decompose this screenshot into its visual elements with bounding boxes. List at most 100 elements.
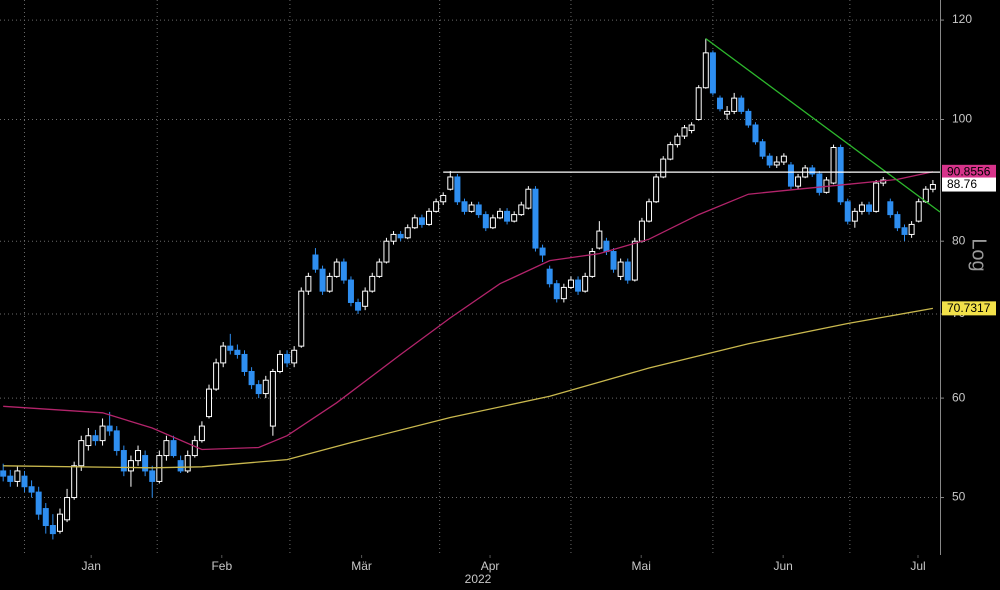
candle-body xyxy=(518,204,525,216)
candle-body xyxy=(369,275,376,292)
candle-body xyxy=(64,497,71,521)
candle-body xyxy=(866,204,873,212)
candle-body xyxy=(873,182,880,212)
candle-body xyxy=(163,440,170,457)
candle-body xyxy=(716,97,723,110)
candle-body xyxy=(276,353,283,372)
candle-body xyxy=(99,425,106,442)
candle-body xyxy=(475,204,482,216)
candle-body xyxy=(418,217,425,225)
candle-body xyxy=(454,176,461,203)
candle-body xyxy=(184,455,191,472)
candle-body xyxy=(489,217,496,229)
candle-body xyxy=(695,87,702,121)
candle-body xyxy=(837,146,844,203)
candle-body xyxy=(78,440,85,467)
candle-body xyxy=(113,430,120,452)
x-tick-label: Mai xyxy=(632,559,651,573)
candle-body xyxy=(702,52,709,89)
candle-body xyxy=(638,220,645,242)
candle-body xyxy=(851,210,858,222)
candle-body xyxy=(482,214,489,229)
candle-body xyxy=(56,513,63,532)
candle-body xyxy=(468,204,475,212)
candle-body xyxy=(0,470,7,477)
candle-body xyxy=(901,227,908,235)
candle-body xyxy=(724,110,731,115)
candle-body xyxy=(170,440,177,457)
last-price-tag: 88.76 xyxy=(947,177,977,191)
candle-body xyxy=(355,301,362,311)
candle-body xyxy=(198,425,205,442)
candle-body xyxy=(262,379,269,395)
candle-body xyxy=(383,240,390,263)
candle-body xyxy=(7,475,14,482)
candle-body xyxy=(255,384,262,395)
candle-body xyxy=(85,435,92,447)
candle-body xyxy=(206,388,213,418)
candle-body xyxy=(213,362,220,390)
grid-layer xyxy=(0,0,940,555)
candle-body xyxy=(809,167,816,175)
candle-body xyxy=(660,158,667,178)
candle-body xyxy=(42,508,49,527)
candle-body xyxy=(177,460,184,472)
candle-body xyxy=(149,470,156,482)
candle-body xyxy=(397,233,404,239)
candle-body xyxy=(575,279,582,292)
candle-body xyxy=(532,188,539,249)
candle-body xyxy=(120,450,127,472)
candle-body xyxy=(49,525,56,535)
candle-body xyxy=(504,210,511,222)
candle-body xyxy=(390,233,397,242)
candle-body xyxy=(795,176,802,187)
candle-body xyxy=(631,240,638,281)
candle-body xyxy=(830,146,837,184)
candle-body xyxy=(340,261,347,281)
candle-body xyxy=(156,455,163,482)
candle-body xyxy=(887,201,894,216)
y-tick-label: 80 xyxy=(952,233,966,247)
candle-body xyxy=(610,251,617,270)
line-tag: 90.8556 xyxy=(947,164,991,178)
candle-body xyxy=(688,124,695,132)
x-tick-label: Feb xyxy=(211,559,232,573)
candle-body xyxy=(567,279,574,288)
candle-body xyxy=(191,440,198,457)
last-price-tag-box xyxy=(942,177,996,192)
candle-body xyxy=(35,491,42,515)
candle-body xyxy=(298,290,305,347)
candle-body xyxy=(291,349,298,364)
candle-body xyxy=(894,214,901,229)
candle-body xyxy=(646,201,653,222)
candle-body xyxy=(347,279,354,303)
candle-body xyxy=(433,201,440,212)
scale-label: Log xyxy=(968,238,990,271)
candle-body xyxy=(135,450,142,462)
candle-body xyxy=(546,268,553,285)
candle-body xyxy=(71,465,78,499)
x-tick-label: Jul xyxy=(910,559,925,573)
candle-body xyxy=(844,201,851,222)
candle-body xyxy=(617,261,624,277)
candle-body xyxy=(759,141,766,157)
candle-body xyxy=(319,268,326,292)
candle-body xyxy=(731,97,738,112)
candle-body xyxy=(787,164,794,187)
y-tick-label: 100 xyxy=(952,112,972,126)
candle-body xyxy=(376,261,383,277)
candle-body xyxy=(681,127,688,137)
line-tag: 70.7317 xyxy=(947,301,991,315)
line-series xyxy=(3,171,934,451)
line-series xyxy=(3,307,934,469)
candle-body xyxy=(326,275,333,292)
candle-body xyxy=(426,210,433,225)
candle-body xyxy=(709,52,716,94)
candle-body xyxy=(674,135,681,146)
candle-body xyxy=(915,201,922,222)
line-tag-box xyxy=(942,301,996,316)
candle-body xyxy=(603,240,610,253)
candle-body xyxy=(440,194,447,203)
candle-body xyxy=(780,155,787,163)
